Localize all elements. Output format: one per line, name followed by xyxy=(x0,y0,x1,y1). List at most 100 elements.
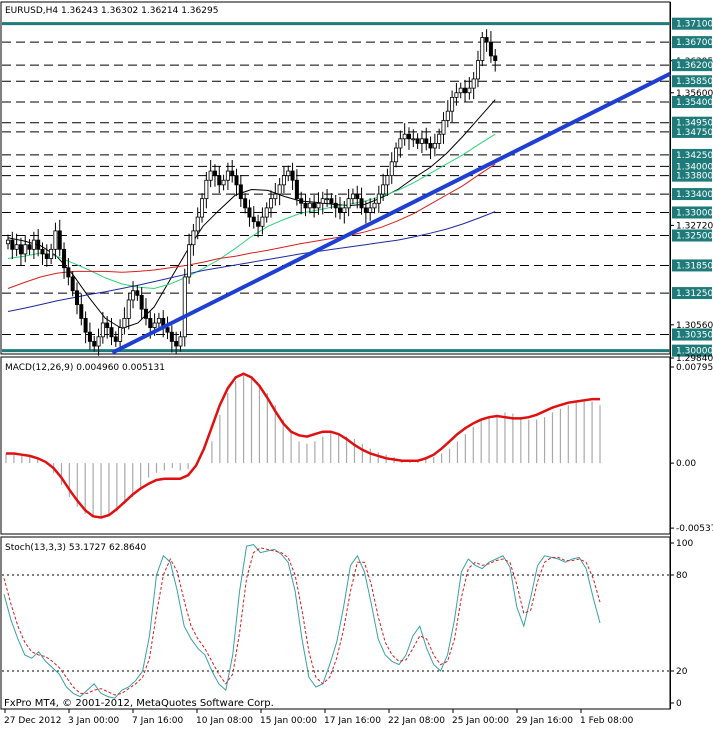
candle-body xyxy=(139,294,144,310)
candle-body xyxy=(79,304,84,319)
stoch-axis-label: 20 xyxy=(676,667,688,677)
candle-body xyxy=(40,248,45,255)
candle-body xyxy=(290,170,295,181)
price-label-box xyxy=(672,116,712,129)
candle-body xyxy=(376,193,381,204)
candle-body xyxy=(346,198,351,209)
candle-body xyxy=(269,198,274,209)
stoch-axis-label: 100 xyxy=(676,539,693,549)
price-axis-label: 1.31250 xyxy=(676,289,713,299)
candle-body xyxy=(178,336,183,347)
candle-body xyxy=(273,193,278,200)
price-axis-label: 1.34750 xyxy=(676,128,713,138)
candle-body xyxy=(475,60,480,80)
price-axis: 1.371001.367001.362951.362001.358501.356… xyxy=(670,17,713,364)
candle-body xyxy=(53,230,58,250)
candle-body xyxy=(230,170,235,177)
moving-average-ma_mid xyxy=(7,133,496,290)
candle-body xyxy=(74,290,79,305)
candle-body xyxy=(359,198,364,209)
price-axis-label: 1.34000 xyxy=(676,162,713,172)
candle-body xyxy=(415,138,420,144)
candle-body xyxy=(113,336,118,342)
candle-body xyxy=(458,87,463,94)
candle-body xyxy=(182,276,187,338)
candle-body xyxy=(316,202,321,209)
candle-body xyxy=(66,267,71,278)
trendline-segment[interactable] xyxy=(111,72,671,355)
price-axis-label: 1.32500 xyxy=(676,232,713,242)
candle-body xyxy=(350,193,355,200)
candle-body xyxy=(329,198,334,204)
candle-body xyxy=(234,175,239,186)
time-axis-label: 3 Jan 00:00 xyxy=(68,716,120,726)
candle-body xyxy=(441,119,446,135)
candle-body xyxy=(432,143,437,149)
candle-body xyxy=(467,87,472,94)
stoch-title: Stoch(13,3,3) 53.1727 62.8640 xyxy=(5,543,146,553)
candle-body xyxy=(277,184,282,195)
candle-body xyxy=(437,133,442,144)
price-label-box xyxy=(672,259,712,272)
price-axis-label: 1.32720 xyxy=(676,221,713,231)
candle-body xyxy=(221,179,226,186)
candle-body xyxy=(200,198,205,218)
price-label-box xyxy=(672,206,712,219)
time-axis-label: 7 Jan 16:00 xyxy=(132,716,184,726)
trendline[interactable] xyxy=(111,72,671,355)
price-label-box xyxy=(672,328,712,341)
candle-body xyxy=(428,143,433,149)
candle-body xyxy=(204,179,209,200)
candle-body xyxy=(18,244,23,255)
candle-body xyxy=(493,55,498,61)
price-axis-label: 1.35850 xyxy=(676,77,713,87)
time-axis-label: 25 Jan 00:00 xyxy=(452,716,509,726)
stoch-level-lines xyxy=(2,574,670,672)
candle-body xyxy=(394,147,399,163)
candle-body xyxy=(312,202,317,209)
candle-body xyxy=(406,133,411,140)
candle-body xyxy=(445,110,450,121)
candle-body xyxy=(260,216,265,227)
price-label-box xyxy=(672,125,712,138)
candle-body xyxy=(57,230,62,250)
candle-body xyxy=(337,207,342,213)
candle-body xyxy=(87,331,92,342)
time-axis-label: 22 Jan 08:00 xyxy=(388,716,445,726)
macd-signal-line xyxy=(6,372,600,519)
candle-body xyxy=(187,244,192,278)
time-axis-label: 1 Feb 08:00 xyxy=(580,716,634,726)
candle-body xyxy=(122,317,127,329)
candle-body xyxy=(243,198,248,209)
price-axis-label: 1.36200 xyxy=(676,61,713,71)
time-axis-label: 27 Dec 2012 xyxy=(4,716,62,726)
candle-body xyxy=(225,170,230,181)
price-axis-label: 1.35600 xyxy=(676,89,713,99)
macd-title: MACD(12,26,9) 0.004960 0.005131 xyxy=(5,363,165,373)
price-label-box xyxy=(672,59,712,72)
candle-body xyxy=(105,322,110,329)
price-axis-label: 1.33000 xyxy=(676,208,713,218)
stoch-signal-line xyxy=(3,547,601,696)
candle-body xyxy=(424,138,429,144)
candle-body xyxy=(450,96,455,112)
candle-body xyxy=(488,41,493,57)
candle-body xyxy=(143,308,148,319)
price-axis-label: 1.33800 xyxy=(676,172,713,182)
candle-body xyxy=(299,198,304,204)
moving-average-ma_fast xyxy=(7,99,496,330)
price-axis-label: 1.30000 xyxy=(676,347,713,357)
candle-body xyxy=(294,179,299,200)
price-axis-divider xyxy=(670,2,671,709)
price-axis-label: 1.31850 xyxy=(676,261,713,271)
price-axis-label: 1.36700 xyxy=(676,38,713,48)
candle-body xyxy=(131,290,136,301)
candle-body xyxy=(303,202,308,209)
price-label-box xyxy=(672,169,712,182)
stoch-main-line xyxy=(3,544,601,699)
candle-body xyxy=(165,327,170,333)
candle-body xyxy=(6,239,11,245)
candle-body xyxy=(195,216,200,232)
